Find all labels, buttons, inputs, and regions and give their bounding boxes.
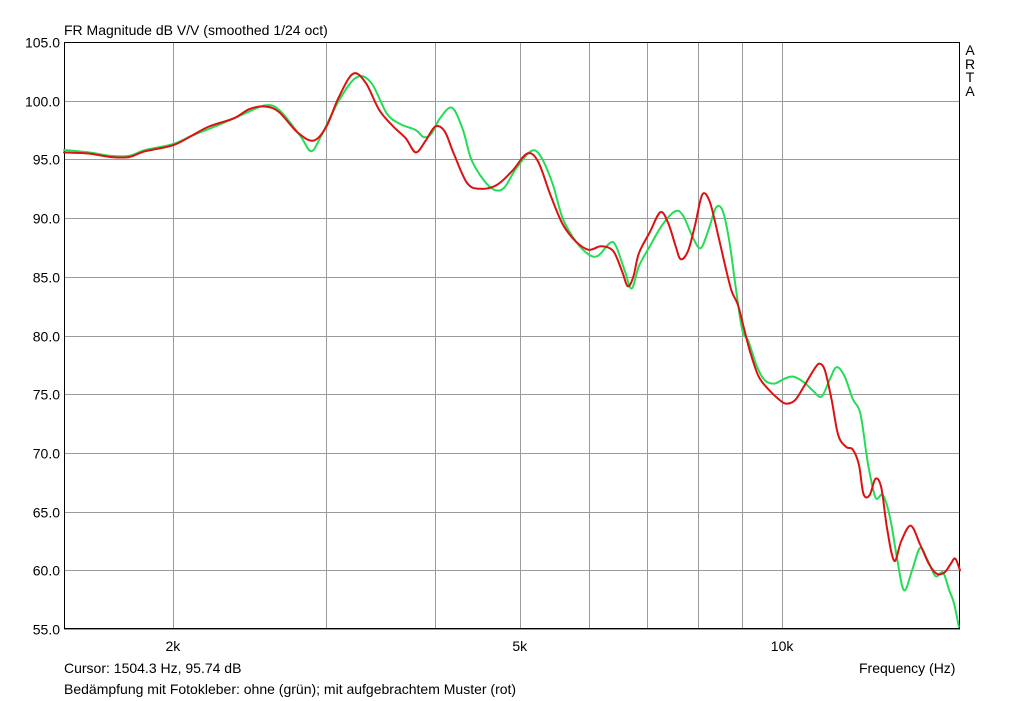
brand-letter: R (964, 55, 976, 72)
y-tick-label: 75.0 (33, 387, 60, 403)
y-tick-label: 55.0 (33, 622, 60, 638)
grid (64, 42, 960, 630)
brand-letter: A (965, 82, 975, 99)
y-tick-label: 95.0 (33, 152, 60, 168)
y-tick-label: 80.0 (33, 329, 60, 345)
y-tick-label: 65.0 (33, 505, 60, 521)
chart-title: FR Magnitude dB V/V (smoothed 1/24 oct) (64, 22, 328, 38)
series-line-green (63, 75, 960, 628)
cursor-readout: Cursor: 1504.3 Hz, 95.74 dB (64, 660, 242, 676)
y-tick-label: 90.0 (33, 211, 60, 227)
x-tick-label: 2k (165, 638, 181, 654)
y-tick-label: 100.0 (25, 94, 60, 110)
brand-letter: A (965, 42, 975, 58)
axes (64, 42, 960, 629)
x-tick-label: 5k (512, 638, 528, 654)
arta-brand-label: A R T A (963, 42, 977, 99)
y-tick-label: 105.0 (25, 35, 60, 51)
x-tick-label: 10k (771, 638, 795, 654)
brand-letter: T (965, 69, 975, 85)
chart-caption: Bedämpfung mit Fotokleber: ohne (grün); … (64, 681, 517, 697)
series (63, 72, 961, 628)
y-tick-label: 85.0 (33, 270, 60, 286)
series-line-red (63, 72, 961, 576)
plot-frame (64, 42, 960, 629)
y-tick-label: 70.0 (33, 446, 60, 462)
tick-labels: 105.0 100.0 95.0 90.0 85.0 80.0 75.0 70.0 65.0 60… (25, 35, 794, 655)
x-axis-label: Frequency (Hz) (859, 660, 956, 676)
y-tick-label: 60.0 (33, 563, 60, 579)
